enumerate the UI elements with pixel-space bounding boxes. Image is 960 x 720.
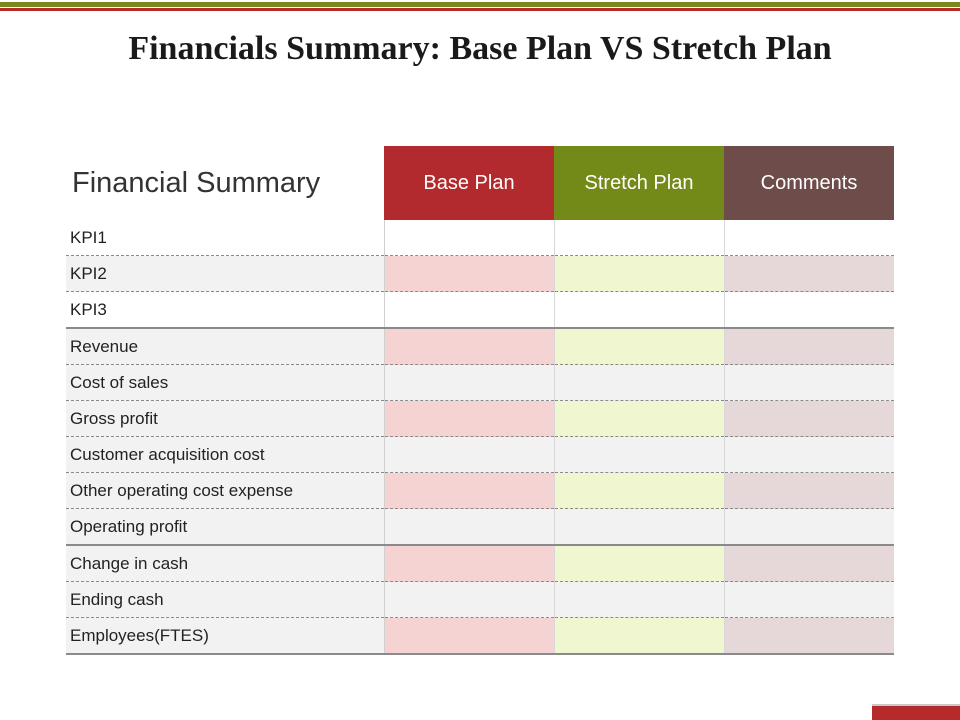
stretch-plan-cell xyxy=(553,472,725,509)
base-plan-cell xyxy=(383,291,555,329)
base-plan-cell xyxy=(383,508,555,546)
comments-cell xyxy=(723,364,894,401)
stretch-plan-cell xyxy=(553,508,725,546)
row-label: Customer acquisition cost xyxy=(66,436,385,473)
base-plan-cell xyxy=(383,220,555,256)
comments-cell xyxy=(723,291,894,329)
comments-cell xyxy=(723,544,894,582)
slide-title: Financials Summary: Base Plan VS Stretch… xyxy=(128,30,832,67)
financial-summary-table: Financial Summary Base Plan Stretch Plan… xyxy=(66,146,894,655)
table-row: Ending cash xyxy=(66,581,894,618)
row-label: Ending cash xyxy=(66,581,385,618)
base-plan-cell xyxy=(383,436,555,473)
comments-cell xyxy=(723,472,894,509)
row-label: KPI2 xyxy=(66,255,385,292)
table-row: Change in cash xyxy=(66,544,894,582)
row-label: Cost of sales xyxy=(66,364,385,401)
comments-cell xyxy=(723,581,894,618)
table-row: Revenue xyxy=(66,327,894,365)
comments-cell xyxy=(723,508,894,546)
top-decorative-bars xyxy=(0,0,960,14)
row-label: Operating profit xyxy=(66,508,385,546)
row-label: KPI3 xyxy=(66,291,385,329)
table-row: Other operating cost expense xyxy=(66,472,894,509)
base-plan-cell xyxy=(383,364,555,401)
column-header-comments: Comments xyxy=(724,146,894,220)
column-header-base-plan: Base Plan xyxy=(384,146,554,220)
stretch-plan-cell xyxy=(553,255,725,292)
stretch-plan-cell xyxy=(553,220,725,256)
comments-cell xyxy=(723,255,894,292)
comments-cell xyxy=(723,220,894,256)
stretch-plan-cell xyxy=(553,436,725,473)
comments-cell xyxy=(723,436,894,473)
red-stripe xyxy=(0,8,960,11)
stretch-plan-cell xyxy=(553,291,725,329)
stretch-plan-cell xyxy=(553,617,725,655)
table-row: Operating profit xyxy=(66,508,894,546)
table-corner-label: Financial Summary xyxy=(66,146,384,220)
table-row: Customer acquisition cost xyxy=(66,436,894,473)
base-plan-cell xyxy=(383,581,555,618)
base-plan-cell xyxy=(383,472,555,509)
comments-cell xyxy=(723,400,894,437)
table-row: Employees(FTES) xyxy=(66,617,894,655)
base-plan-cell xyxy=(383,255,555,292)
table-row: Cost of sales xyxy=(66,364,894,401)
bottom-right-accent-bar xyxy=(872,706,960,720)
row-label: Change in cash xyxy=(66,544,385,582)
column-header-stretch-plan: Stretch Plan xyxy=(554,146,724,220)
table-row: KPI2 xyxy=(66,255,894,292)
row-label: Gross profit xyxy=(66,400,385,437)
row-label: Employees(FTES) xyxy=(66,617,385,655)
comments-cell xyxy=(723,327,894,365)
base-plan-cell xyxy=(383,400,555,437)
comments-cell xyxy=(723,617,894,655)
base-plan-cell xyxy=(383,544,555,582)
row-label: KPI1 xyxy=(66,220,385,256)
table-row: Gross profit xyxy=(66,400,894,437)
stretch-plan-cell xyxy=(553,581,725,618)
base-plan-cell xyxy=(383,327,555,365)
stretch-plan-cell xyxy=(553,364,725,401)
stretch-plan-cell xyxy=(553,327,725,365)
table-row: KPI3 xyxy=(66,291,894,329)
stretch-plan-cell xyxy=(553,400,725,437)
olive-stripe xyxy=(0,2,960,7)
base-plan-cell xyxy=(383,617,555,655)
row-label: Other operating cost expense xyxy=(66,472,385,509)
stretch-plan-cell xyxy=(553,544,725,582)
row-label: Revenue xyxy=(66,327,385,365)
table-row: KPI1 xyxy=(66,220,894,256)
bottom-right-divider xyxy=(872,704,960,706)
table-header-row: Financial Summary Base Plan Stretch Plan… xyxy=(66,146,894,220)
